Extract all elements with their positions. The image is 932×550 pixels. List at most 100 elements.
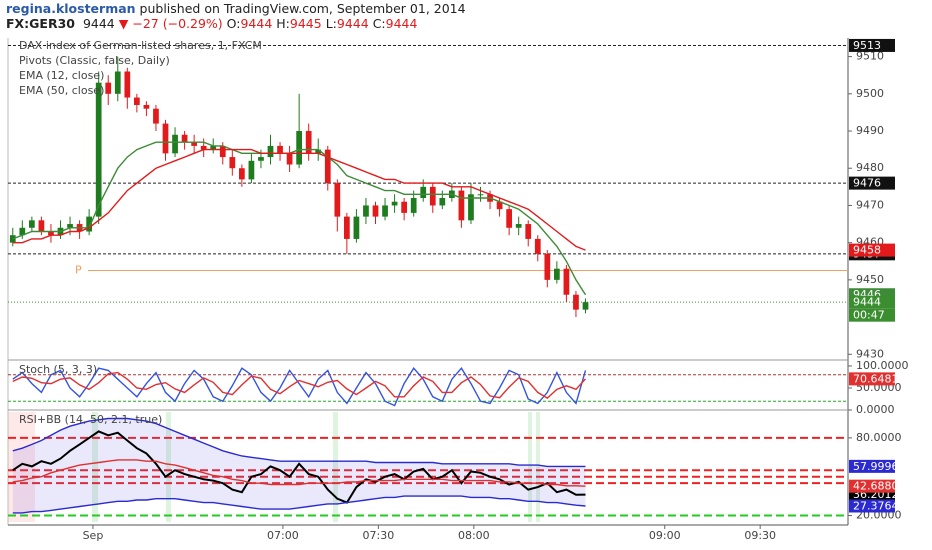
ohlc-key: H: (276, 16, 290, 31)
author[interactable]: regina.klosterman (6, 1, 136, 16)
candle-body (410, 198, 417, 213)
shade (528, 412, 532, 522)
candle-body (191, 142, 197, 146)
pivot-chip-bg (849, 176, 895, 190)
series-line (12, 148, 586, 251)
quote-line: FX:GER30 9444 ▼ −27 (−0.29%) O:9444 H:94… (6, 16, 466, 31)
y-tick-label: 9430 (856, 347, 884, 360)
y-tick-label: 9450 (856, 273, 884, 286)
value-chip: 27.3764 (853, 499, 899, 512)
candle-body (468, 194, 474, 221)
candle-body (458, 190, 465, 221)
y-tick-label: 9490 (856, 124, 884, 137)
candle-body (420, 186, 427, 198)
candle-body (277, 145, 283, 154)
candle-body (496, 201, 503, 210)
candle-body (114, 71, 121, 94)
ohlc-key: L: (325, 16, 337, 31)
header-line: regina.klosterman published on TradingVi… (6, 1, 466, 16)
ohlc-value: 9444 (336, 16, 369, 31)
x-tick-label: 07:00 (267, 529, 299, 542)
candle-body (296, 131, 302, 165)
x-tick-label: 09:30 (744, 529, 776, 542)
candle-body (315, 149, 322, 154)
candle-body (554, 268, 560, 280)
candle-body (477, 194, 484, 196)
pivot-chip: 9476 (853, 177, 881, 190)
candle-body (353, 216, 360, 239)
candle-body (143, 104, 150, 109)
study-label: Pivots (Classic, false, Daily) (19, 54, 170, 67)
candle-body (105, 82, 112, 94)
value-chip: 70.6481 (853, 372, 899, 385)
value-chip-bg (849, 479, 895, 493)
pane-title: Stoch (5, 3, 3) (19, 363, 97, 376)
x-tick-label: 09:00 (649, 529, 681, 542)
candle-body (153, 108, 159, 124)
ohlc-key: C: (372, 16, 386, 31)
price: 9444 (82, 16, 115, 31)
y-tick-label: 9470 (856, 198, 884, 211)
candle-body (286, 153, 293, 165)
candle-body (429, 186, 436, 206)
ohlc: O:9444 H:9445 L:9444 C:9444 (227, 16, 418, 31)
legend-entry: EMA (12, close) (19, 69, 104, 82)
candle-body (506, 209, 512, 228)
ohlc-key: O: (226, 16, 241, 31)
pivot-label: P (75, 264, 82, 277)
candle-body (582, 302, 589, 310)
ohlc-value: 9444 (240, 16, 273, 31)
candle-body (48, 231, 54, 236)
down-arrow: ▼ (118, 16, 129, 31)
series-line (12, 371, 587, 399)
candle-body (258, 157, 264, 161)
shade (166, 412, 171, 522)
series-line (12, 430, 586, 504)
candle-body (324, 149, 331, 184)
candle-body (439, 198, 446, 206)
value-chip: 42.6880 (853, 480, 899, 493)
countdown-bg (849, 308, 895, 322)
candle-body (248, 160, 255, 180)
candle-body (563, 268, 570, 295)
candle-body (372, 205, 379, 217)
pane-title: DAX index of German listed shares, 1, FX… (19, 39, 262, 52)
published: published on TradingView.com, September … (139, 1, 466, 16)
series-line (12, 459, 586, 487)
candle-body (29, 220, 35, 228)
candle-body (67, 224, 73, 228)
last-price-chip: 9444 (853, 296, 881, 309)
series-line (12, 367, 587, 407)
value-chip-bg (849, 372, 895, 386)
candle-body (239, 168, 245, 180)
countdown: 00:47 (853, 309, 885, 322)
band-fill (12, 418, 586, 513)
series-line (12, 141, 587, 296)
candle-body (219, 145, 226, 158)
shade (536, 412, 540, 522)
candle-body (181, 134, 188, 143)
header: regina.klosterman published on TradingVi… (6, 1, 466, 31)
symbol: FX:GER30 (6, 16, 75, 31)
value-chip-bg (849, 459, 895, 473)
candle-body (9, 235, 16, 243)
candle-body (172, 134, 178, 154)
candle-body (38, 220, 45, 232)
value-chip: 57.9996 (853, 460, 899, 473)
candle-body (363, 205, 369, 217)
candle-body (200, 145, 207, 150)
candle-body (344, 216, 350, 239)
y-tick-label: 80.0000 (856, 431, 902, 444)
y-tick-label: 9500 (856, 87, 884, 100)
candle-body (544, 253, 551, 280)
value-chip-bg (849, 499, 895, 513)
candle-body (305, 131, 312, 154)
candle-body (229, 157, 236, 169)
y-tick-label: 100.0000 (856, 359, 909, 372)
candle-body (86, 216, 92, 232)
y-tick-label: 0.0000 (856, 403, 895, 416)
ohlc-value: 9445 (289, 16, 322, 31)
ohlc-value: 9444 (385, 16, 418, 31)
candle-body (401, 201, 407, 213)
